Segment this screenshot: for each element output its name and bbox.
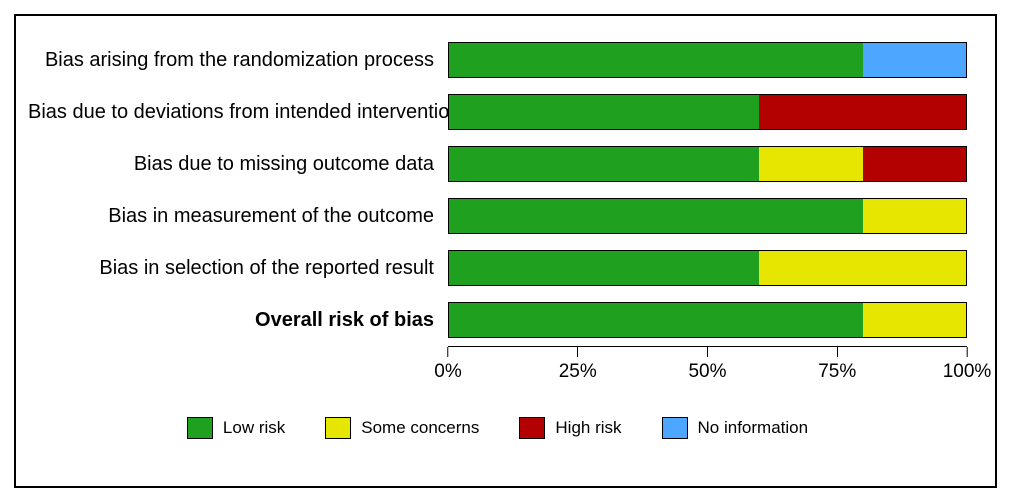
axis-tick: 100% — [943, 347, 992, 383]
bar-segment-low_risk — [449, 95, 759, 129]
legend-item-some_concerns: Some concerns — [325, 417, 479, 439]
bar-segment-low_risk — [449, 251, 759, 285]
tick-label: 25% — [559, 361, 597, 383]
legend-swatch — [519, 417, 545, 439]
legend-item-high_risk: High risk — [519, 417, 621, 439]
risk-of-bias-chart: Bias arising from the randomization proc… — [14, 14, 997, 488]
bar-row: Bias in measurement of the outcome — [28, 190, 967, 242]
bar-segment-low_risk — [449, 303, 863, 337]
row-label: Bias due to deviations from intended int… — [28, 101, 448, 124]
row-label: Bias in selection of the reported result — [28, 257, 448, 280]
axis-tick: 0% — [434, 347, 461, 383]
legend-label: High risk — [555, 418, 621, 438]
axis-tick: 75% — [818, 347, 856, 383]
bar-segment-low_risk — [449, 147, 759, 181]
axis-tick: 25% — [559, 347, 597, 383]
bar-segment-low_risk — [449, 43, 863, 77]
bar-segment-some_concerns — [863, 199, 966, 233]
bar-segment-no_information — [863, 43, 966, 77]
legend-swatch — [325, 417, 351, 439]
bar-track — [448, 250, 967, 286]
bar-row: Overall risk of bias — [28, 294, 967, 346]
row-label: Bias in measurement of the outcome — [28, 205, 448, 228]
legend-label: Some concerns — [361, 418, 479, 438]
bar-track — [448, 146, 967, 182]
legend: Low risk Some concerns High risk No informa… — [28, 417, 967, 439]
legend-swatch — [662, 417, 688, 439]
x-axis: 0%25%50%75%100% — [448, 346, 967, 387]
bar-segment-high_risk — [759, 95, 966, 129]
bar-segment-some_concerns — [863, 303, 966, 337]
bar-row: Bias in selection of the reported result — [28, 242, 967, 294]
tick-label: 0% — [434, 361, 461, 383]
tick-label: 75% — [818, 361, 856, 383]
bar-segment-some_concerns — [759, 251, 966, 285]
legend-swatch — [187, 417, 213, 439]
row-label: Bias arising from the randomization proc… — [28, 49, 448, 72]
tick-label: 50% — [688, 361, 726, 383]
bar-segment-low_risk — [449, 199, 863, 233]
bar-row: Bias arising from the randomization proc… — [28, 34, 967, 86]
legend-item-low_risk: Low risk — [187, 417, 285, 439]
legend-item-no_information: No information — [662, 417, 809, 439]
legend-label: Low risk — [223, 418, 285, 438]
bar-segment-some_concerns — [759, 147, 862, 181]
tick-label: 100% — [943, 361, 992, 383]
bar-track — [448, 198, 967, 234]
bar-track — [448, 302, 967, 338]
row-label: Overall risk of bias — [28, 309, 448, 332]
bar-rows: Bias arising from the randomization proc… — [28, 34, 967, 346]
bar-segment-high_risk — [863, 147, 966, 181]
legend-label: No information — [698, 418, 809, 438]
row-label: Bias due to missing outcome data — [28, 153, 448, 176]
bar-track — [448, 94, 967, 130]
bar-row: Bias due to missing outcome data — [28, 138, 967, 190]
bar-row: Bias due to deviations from intended int… — [28, 86, 967, 138]
bar-track — [448, 42, 967, 78]
axis-tick: 50% — [688, 347, 726, 383]
